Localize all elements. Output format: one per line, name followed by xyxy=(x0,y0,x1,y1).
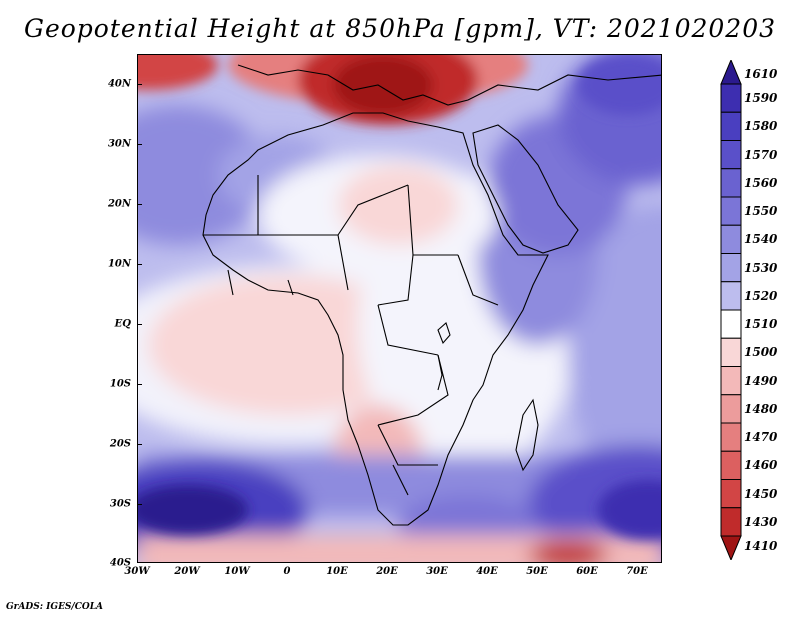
colorbar-segment xyxy=(720,111,742,141)
colorbar-segment xyxy=(720,253,742,283)
colorbar-label: 1460 xyxy=(744,458,778,473)
colorbar-segment xyxy=(720,281,742,311)
lon-label-10e: 10E xyxy=(326,566,348,577)
coastline-overlay xyxy=(202,64,661,526)
colorbar-segment xyxy=(720,450,742,480)
lon-label-40e: 40E xyxy=(476,566,498,577)
colorbar-label: 1430 xyxy=(744,514,778,529)
colorbar-top-arrow xyxy=(720,60,742,85)
map-panel xyxy=(137,54,662,563)
lat-label-30n: 30N xyxy=(107,138,131,150)
colorbar-label: 1610 xyxy=(744,67,778,82)
lat-label-20s: 20S xyxy=(109,438,131,450)
lat-label-20n: 20N xyxy=(107,198,131,210)
colorbar-segment xyxy=(720,196,742,226)
colorbar-label: 1500 xyxy=(744,345,778,360)
colorbar-bottom-arrow xyxy=(720,535,742,560)
lon-label-30w: 30W xyxy=(124,566,150,577)
lon-label-20e: 20E xyxy=(376,566,398,577)
colorbar-segment xyxy=(720,394,742,424)
colorbar-label: 1530 xyxy=(744,260,778,275)
colorbar xyxy=(720,60,742,560)
map-title: Geopotential Height at 850hPa [gpm], VT:… xyxy=(23,14,777,43)
colorbar-label: 1520 xyxy=(744,288,778,303)
colorbar-segment xyxy=(720,337,742,367)
colorbar-label: 1580 xyxy=(744,119,778,134)
lat-label-eq: EQ xyxy=(114,318,131,330)
lat-label-40s: 40S xyxy=(109,557,131,569)
map-field xyxy=(138,55,661,562)
colorbar-segment xyxy=(720,479,742,509)
colorbar-segment xyxy=(720,422,742,452)
colorbar-label: 1490 xyxy=(744,373,778,388)
colorbar-label: 1480 xyxy=(744,401,778,416)
colorbar-label: 1550 xyxy=(744,204,778,219)
lon-label-0: 0 xyxy=(283,566,291,577)
colorbar-label: 1540 xyxy=(744,232,778,247)
lon-label-70e: 70E xyxy=(626,566,648,577)
colorbar-segment xyxy=(720,507,742,537)
colorbar-segment xyxy=(720,140,742,170)
colorbar-label: 1470 xyxy=(744,430,778,445)
lon-label-20w: 20W xyxy=(174,566,200,577)
lat-label-40n: 40N xyxy=(107,78,131,90)
lon-label-10w: 10W xyxy=(224,566,250,577)
colorbar-label: 1590 xyxy=(744,91,778,106)
colorbar-label: 1410 xyxy=(744,538,778,553)
lat-label-10n: 10N xyxy=(107,258,131,270)
colorbar-label: 1560 xyxy=(744,175,778,190)
colorbar-segment xyxy=(720,83,742,113)
colorbar-segment xyxy=(720,224,742,254)
credit-text: GrADS: IGES/COLA xyxy=(6,602,104,612)
lat-label-10s: 10S xyxy=(109,378,131,390)
lon-label-60e: 60E xyxy=(576,566,598,577)
lon-label-30e: 30E xyxy=(426,566,448,577)
colorbar-segment xyxy=(720,309,742,339)
colorbar-segment xyxy=(720,366,742,396)
colorbar-label: 1450 xyxy=(744,486,778,501)
colorbar-label: 1510 xyxy=(744,317,778,332)
lon-label-50e: 50E xyxy=(526,566,548,577)
lat-label-30s: 30S xyxy=(109,498,131,510)
colorbar-segment xyxy=(720,168,742,198)
colorbar-label: 1570 xyxy=(744,147,778,162)
